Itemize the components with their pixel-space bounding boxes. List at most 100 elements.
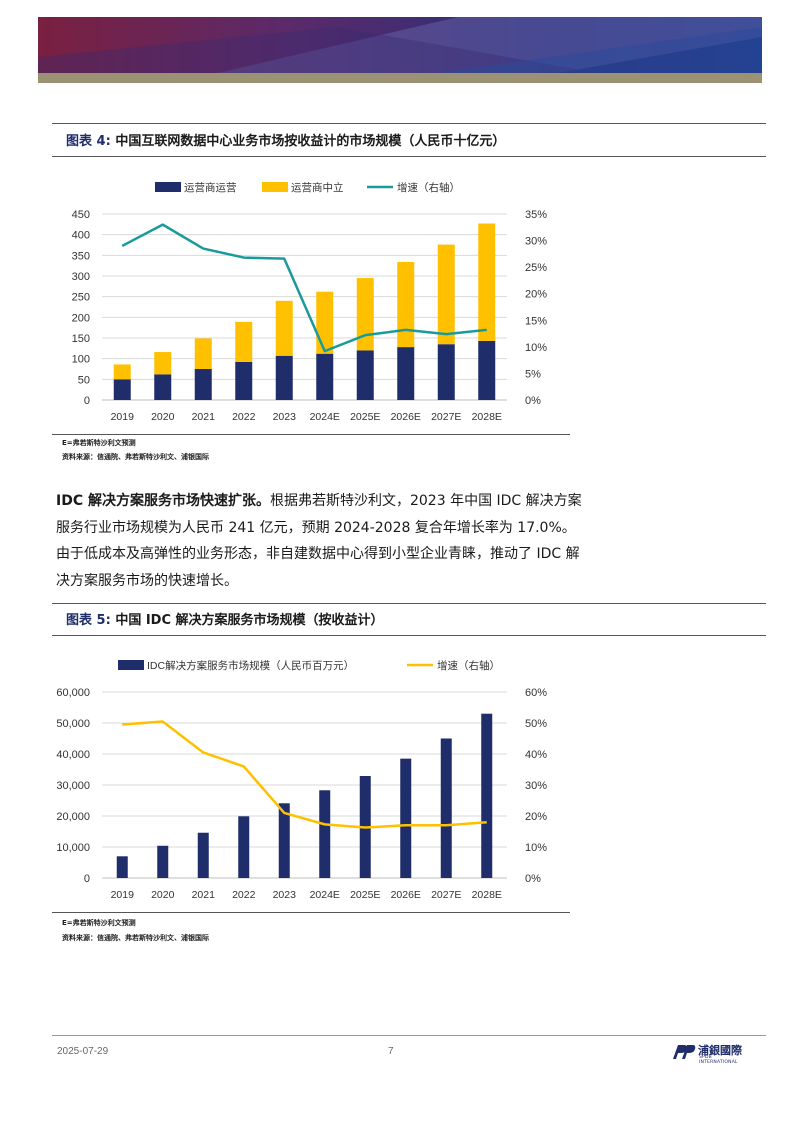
fig5-x-tick-label: 2027E — [431, 889, 461, 901]
fig5-legend-label: 增速（右轴） — [437, 659, 500, 672]
figure4-label: 图表 4: — [66, 134, 111, 149]
fig4-bar-primary — [478, 340, 496, 400]
figure5-note: E=弗若斯特沙利文预测 — [62, 919, 136, 927]
fig5-y-tick-label: 0 — [84, 873, 90, 885]
fig4-y-tick-label: 0 — [84, 395, 90, 407]
fig4-y-tick-label: 100 — [72, 354, 90, 366]
fig4-y-tick-label: 150 — [72, 333, 90, 345]
fig4-legend-label: 运营商运营 — [184, 181, 237, 194]
figure4-note: E=弗若斯特沙利文预测 — [62, 439, 136, 447]
fig4-bar-primary — [356, 350, 374, 400]
fig4-y-tick-label: 400 — [72, 230, 90, 242]
fig4-y2-tick-label: 15% — [525, 315, 547, 327]
fig4-x-tick-label: 2026E — [391, 411, 421, 423]
fig4-y-tick-label: 450 — [72, 209, 90, 221]
figure4-top-rule — [52, 123, 766, 124]
fig4-bar-primary — [154, 374, 172, 400]
fig4-bar-secondary — [356, 278, 374, 351]
fig5-x-tick-label: 2025E — [350, 889, 380, 901]
fig5-x-tick-label: 2024E — [310, 889, 340, 901]
figure4-source: 资料来源：信通院、弗若斯特沙利文、浦银国际 — [62, 453, 209, 461]
footer-page-number: 7 — [388, 1046, 394, 1057]
fig5-bar-primary — [278, 803, 290, 878]
fig5-growth-line — [122, 720, 487, 829]
fig4-y2-tick-label: 30% — [525, 236, 547, 248]
fig4-bar-primary — [316, 353, 334, 400]
fig5-y2-tick-label: 40% — [525, 749, 547, 761]
fig5-legend-swatch — [118, 660, 144, 670]
fig5-y-tick-label: 30,000 — [56, 780, 90, 792]
fig4-x-tick-label: 2027E — [431, 411, 461, 423]
fig4-bar-primary — [437, 344, 455, 400]
fig4-bar-secondary — [235, 321, 253, 362]
fig4-x-tick-label: 2025E — [350, 411, 380, 423]
fig4-y-tick-label: 50 — [78, 374, 90, 386]
header-banner-graphic — [38, 17, 762, 83]
header-banner — [38, 17, 762, 83]
fig5-bar-primary — [319, 790, 331, 878]
figure4-title-text: 中国互联网数据中心业务市场按收益计的市场规模（人民币十亿元） — [115, 134, 506, 149]
fig4-y2-tick-label: 20% — [525, 289, 547, 301]
fig4-y2-tick-label: 35% — [525, 209, 547, 221]
fig5-x-tick-label: 2028E — [472, 889, 502, 901]
fig4-bar-primary — [235, 361, 253, 400]
fig4-legend-label: 运营商中立 — [291, 181, 344, 194]
logo-text-en: SPDB INTERNATIONAL — [699, 1055, 738, 1065]
fig5-bar-primary — [197, 832, 209, 878]
fig4-y2-tick-label: 5% — [525, 368, 541, 380]
fig5-y2-tick-label: 20% — [525, 811, 547, 823]
fig5-y-tick-label: 50,000 — [56, 718, 90, 730]
fig4-y-tick-label: 350 — [72, 250, 90, 262]
spdb-logo-icon — [673, 1045, 696, 1059]
fig5-x-tick-label: 2023 — [273, 889, 297, 901]
fig5-y-tick-label: 60,000 — [56, 687, 90, 699]
fig5-x-tick-label: 2021 — [192, 889, 216, 901]
figure4-chart-svg: 0 50 100 150 200 250 300 350 400 450 0% 5% 10% 15% 20%… — [72, 181, 548, 423]
fig4-growth-line — [121, 223, 487, 353]
fig4-x-tick-label: 2021 — [192, 411, 216, 423]
fig4-bar-primary — [113, 379, 131, 400]
fig5-bar-primary — [400, 758, 412, 878]
figure4-title-rule — [52, 156, 766, 157]
fig5-y2-tick-label: 0% — [525, 873, 541, 885]
fig5-y-tick-label: 10,000 — [56, 842, 90, 854]
logo-text-cn: 浦銀國際 — [698, 1044, 742, 1057]
fig5-x-tick-label: 2026E — [391, 889, 421, 901]
fig5-y2-tick-label: 30% — [525, 780, 547, 792]
fig4-x-tick-label: 2022 — [232, 411, 256, 423]
fig5-y2-tick-label: 50% — [525, 718, 547, 730]
fig5-x-tick-label: 2020 — [151, 889, 175, 901]
fig4-y-tick-label: 300 — [72, 271, 90, 283]
fig5-bar-primary — [157, 845, 169, 878]
fig5-y-tick-label: 40,000 — [56, 749, 90, 761]
fig4-x-tick-label: 2028E — [472, 411, 502, 423]
fig4-bar-secondary — [154, 352, 172, 375]
fig5-bar-primary — [238, 816, 250, 878]
figure5-title: 图表 5: 中国 IDC 解决方案服务市场规模（按收益计） — [66, 609, 384, 628]
fig5-y2-tick-label: 60% — [525, 687, 547, 699]
figure5-bottom-rule — [52, 912, 570, 913]
figure5-chart: 0 10,000 20,000 30,000 40,000 50,000 60,000 0% 1… — [52, 650, 570, 910]
fig4-legend-swatch — [155, 182, 181, 192]
figure4-chart: 0 50 100 150 200 250 300 350 400 450 0% 5% 10% 15% 20%… — [52, 172, 570, 432]
fig4-legend-label: 增速（右轴） — [397, 181, 460, 194]
fig5-bar-primary — [116, 856, 128, 878]
fig4-bar-secondary — [397, 261, 415, 348]
fig4-bar-secondary — [194, 338, 212, 369]
body-paragraph: IDC 解决方案服务市场快速扩张。根据弗若斯特沙利文，2023 年中国 IDC … — [56, 488, 584, 594]
fig5-legend-label: IDC解决方案服务市场规模（人民币百万元） — [147, 659, 354, 672]
fig4-y-tick-label: 250 — [72, 292, 90, 304]
paragraph-lead: IDC 解决方案服务市场快速扩张。 — [56, 493, 270, 509]
fig4-bar-secondary — [275, 300, 293, 356]
fig4-y2-tick-label: 10% — [525, 342, 547, 354]
fig5-bar-primary — [481, 713, 493, 878]
figure5-chart-svg: 0 10,000 20,000 30,000 40,000 50,000 60,000 0% 1… — [56, 659, 547, 901]
figure4-bottom-rule — [52, 434, 570, 435]
fig4-bar-secondary — [113, 364, 131, 380]
fig5-x-tick-label: 2022 — [232, 889, 256, 901]
figure4-title: 图表 4: 中国互联网数据中心业务市场按收益计的市场规模（人民币十亿元） — [66, 130, 505, 149]
fig5-y2-tick-label: 10% — [525, 842, 547, 854]
fig4-bar-primary — [397, 347, 415, 400]
figure5-source: 资料来源：信通院、弗若斯特沙利文、浦银国际 — [62, 934, 209, 942]
figure5-label: 图表 5: — [66, 613, 111, 628]
